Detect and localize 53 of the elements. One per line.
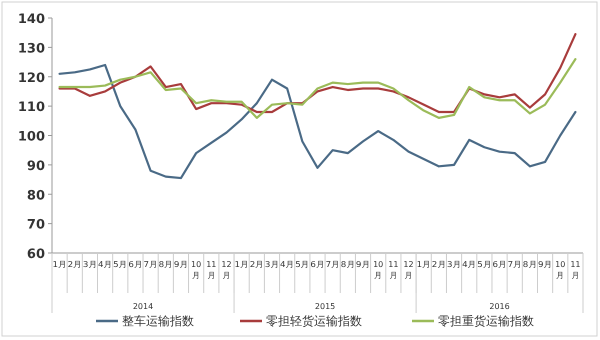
x-tick-label: 3月 [82,260,98,269]
x-tick-label: 7月 [144,260,158,269]
x-tick-label: 5月 [295,260,310,269]
y-tick-label: 60 [26,247,45,262]
legend-label: 整车运输指数 [122,314,194,328]
x-tick-label: 3月 [264,260,280,269]
x-tick-label: 12月 [403,260,414,280]
text: 2016 [489,302,510,311]
x-tick-label: 1月 [52,260,67,269]
x-tick-label: 8月 [158,260,173,269]
line-series [58,64,577,180]
x-tick-label: 6月 [492,260,507,269]
x-tick-label: 4月 [98,260,112,269]
text: 2015 [314,302,336,311]
legend-label: 零担轻货运输指数 [266,314,362,328]
x-tick-label: 7月 [326,260,340,269]
x-tick-label: 6月 [310,260,325,269]
x-tick-label: 1月 [416,260,431,269]
line-series [58,33,577,114]
x-tick-label: 7月 [508,260,522,269]
x-tick-label: 5月 [113,260,128,269]
x-tick-label: 11月 [388,260,398,280]
x-tick-label: 8月 [522,260,537,269]
x-tick-label: 10月 [373,260,384,280]
y-tick-label: 140 [18,12,45,27]
legend-label: 零担重货运输指数 [438,314,534,328]
x-tick-label: 8月 [340,260,355,269]
x-tick-label: 9月 [174,260,188,269]
x-tick-label: 12月 [221,260,232,280]
line-series [58,58,577,119]
x-tick-label: 10月 [555,260,566,280]
y-tick-label: 90 [26,158,45,174]
x-tick-label: 1月 [234,260,249,269]
x-tick-label: 4月 [280,260,294,269]
x-tick-label: 2月 [250,260,264,269]
x-tick-label: 9月 [538,260,552,269]
x-tick-label: 2月 [432,260,446,269]
x-tick-label: 3月 [446,260,462,269]
x-tick-label: 6月 [128,260,143,269]
x-tick-label: 2月 [68,260,82,269]
y-tick-label: 130 [18,41,45,56]
y-tick-label: 110 [18,100,45,116]
x-tick-label: 10月 [191,260,202,280]
text: 2014 [132,302,154,311]
y-tick-label: 80 [26,188,45,204]
y-tick-label: 120 [18,70,45,86]
x-tick-label: 9月 [356,260,370,269]
x-tick-label: 4月 [462,260,476,269]
x-tick-label: 11月 [206,260,216,280]
y-tick-label: 70 [26,218,45,233]
x-tick-label: 5月 [477,260,492,269]
x-tick-label: 11月 [570,260,581,280]
y-tick-label: 100 [18,130,45,144]
